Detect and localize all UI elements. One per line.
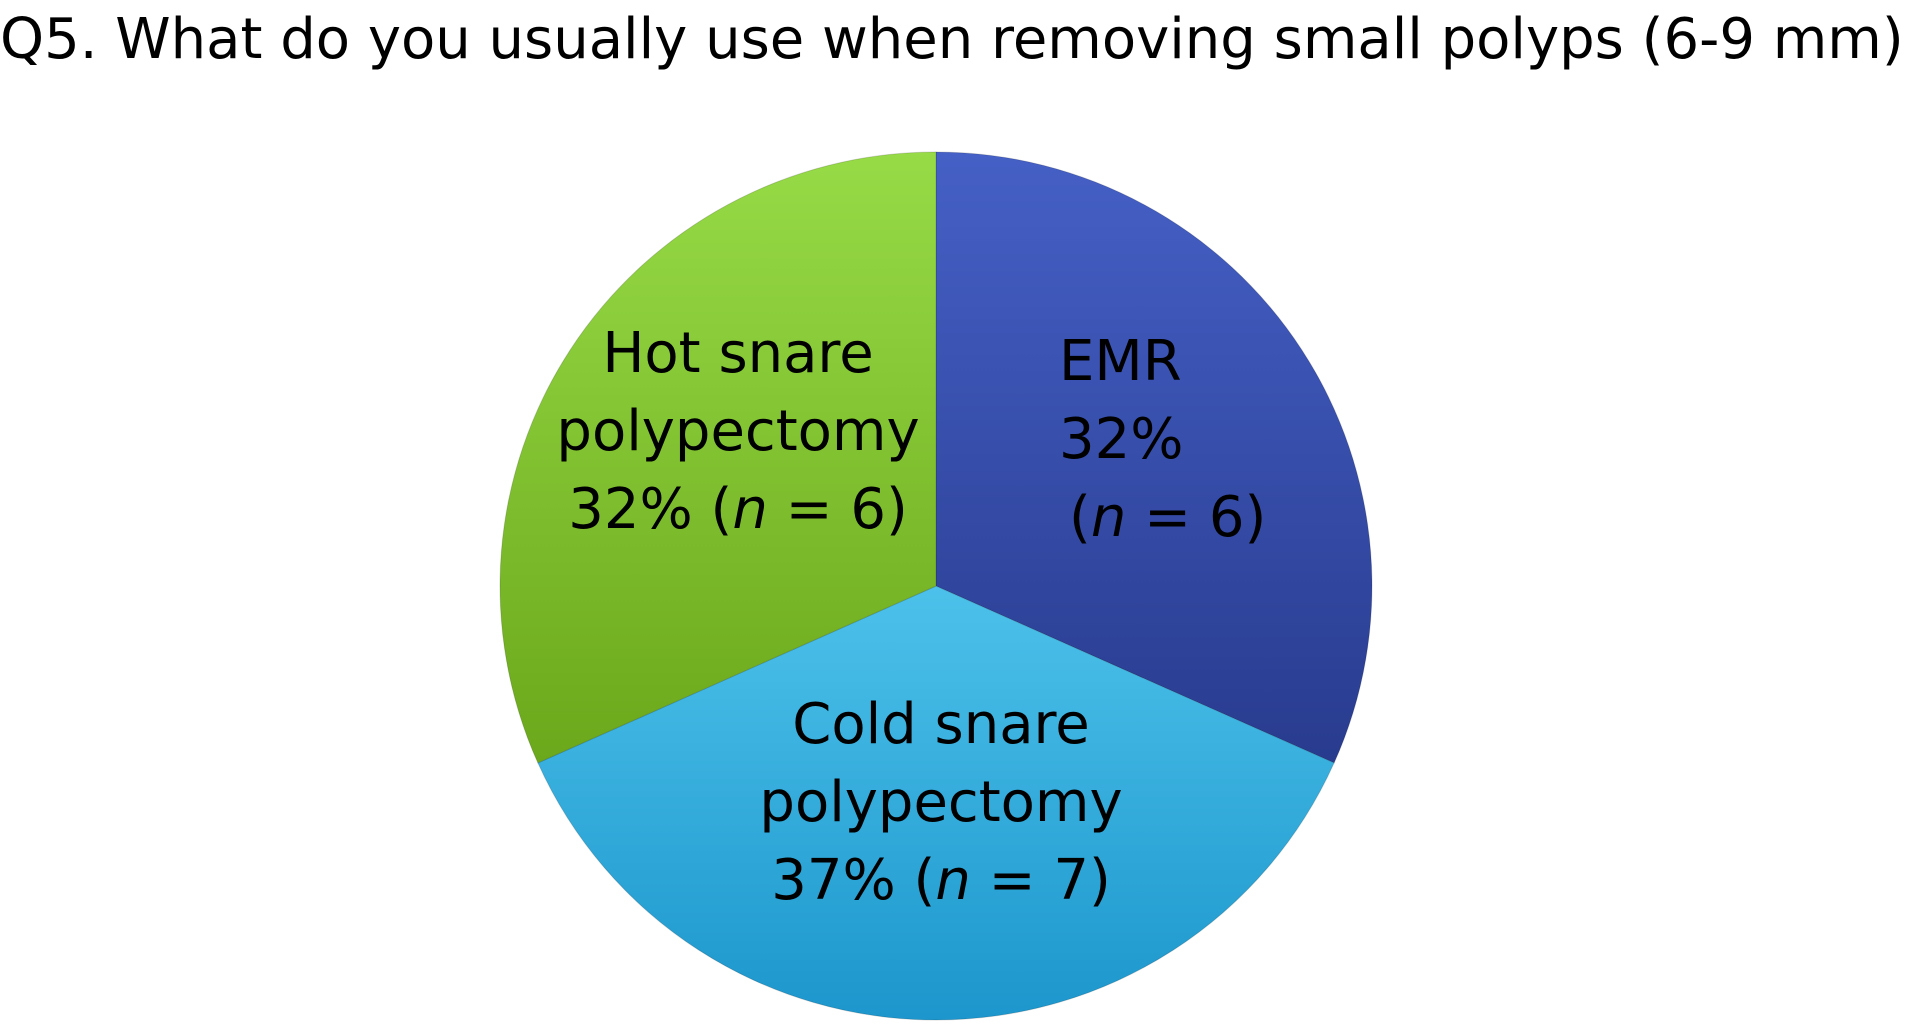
pie-slice — [935, 151, 1373, 764]
slice-label: Hot snare polypectomy 32% (n = 6) — [556, 321, 919, 542]
slice-label: Cold snare polypectomy 37% (n = 7) — [759, 692, 1122, 913]
pie-slice — [499, 151, 937, 764]
pie-labels: EMR 32% (n = 6) Cold snare polypectomy 37% (n… — [556, 321, 1266, 913]
pie-slice — [537, 585, 1335, 1021]
chart-title: Q5. What do you usually use when removin… — [0, 7, 1908, 72]
slice-label: EMR 32% (n = 6) — [1059, 329, 1266, 550]
pie-slices — [499, 151, 1373, 1021]
